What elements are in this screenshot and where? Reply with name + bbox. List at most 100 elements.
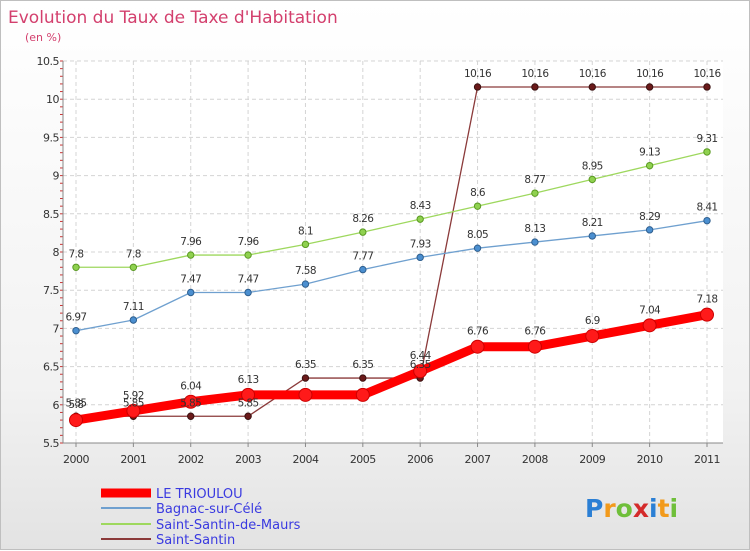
data-label-saint-santin-de-maurs: 7.8 (69, 248, 84, 260)
x-tick-label: 2007 (465, 453, 491, 466)
logo-letter: P (585, 494, 603, 523)
data-label-bagnac-sur-c-l-: 7.47 (238, 273, 259, 285)
data-point-bagnac-sur-c-l- (301, 280, 310, 288)
y-tick-label: 5.5 (43, 437, 59, 450)
data-point-saint-santin-de-maurs (359, 228, 367, 236)
data-point-saint-santin-de-maurs (72, 263, 80, 271)
data-point-saint-santin-de-maurs (588, 175, 596, 184)
data-point-bagnac-sur-c-l- (129, 316, 138, 324)
data-point-saint-santin-de-maurs (129, 263, 138, 271)
data-point-saint-santin-de-maurs (645, 161, 654, 170)
x-tick-label: 2010 (637, 453, 663, 466)
data-label-saint-santin: 5.85 (123, 397, 144, 409)
logo-letter: r (603, 494, 616, 523)
data-label-bagnac-sur-c-l-: 8.13 (524, 223, 545, 235)
data-label-saint-santin: 5.85 (238, 397, 259, 409)
data-point-bagnac-sur-c-l- (359, 265, 367, 274)
y-tick-label: 6 (53, 399, 60, 412)
series-line-saint-santin (76, 86, 707, 417)
data-point-saint-santin-de-maurs (473, 202, 482, 210)
legend: LE TRIOULOUBagnac-sur-CéléSaint-Santin-d… (101, 487, 301, 548)
x-tick-label: 2001 (120, 453, 146, 466)
legend-label-le-trioulou: LE TRIOULOU (156, 487, 243, 502)
data-label-bagnac-sur-c-l-: 7.47 (180, 273, 201, 285)
data-point-saint-santin (244, 412, 252, 420)
chart-title: Evolution du Taux de Taxe d'Habitation (8, 8, 338, 28)
series-line-bagnac-sur-c-l- (75, 220, 708, 332)
data-point-saint-santin (588, 83, 596, 91)
y-tick-label: 10.5 (37, 55, 60, 68)
data-label-saint-santin: 5.85 (66, 397, 87, 409)
data-point-saint-santin (301, 374, 310, 382)
data-label-bagnac-sur-c-l-: 7.93 (410, 238, 431, 250)
data-label-saint-santin: 10.16 (464, 68, 492, 80)
series (69, 83, 714, 428)
data-label-saint-santin: 10.16 (579, 68, 607, 80)
data-point-saint-santin-de-maurs (531, 189, 539, 197)
x-tick-label: 2000 (63, 453, 89, 466)
data-label-saint-santin-de-maurs: 8.77 (524, 174, 545, 186)
data-label-le-trioulou: 6.13 (238, 374, 259, 386)
data-label-bagnac-sur-c-l-: 8.05 (467, 229, 488, 241)
data-label-saint-santin: 5.85 (180, 397, 201, 409)
data-point-le-trioulou (642, 318, 657, 333)
x-tick-label: 2006 (407, 453, 433, 466)
data-point-bagnac-sur-c-l- (187, 288, 195, 297)
data-label-saint-santin-de-maurs: 8.1 (298, 225, 313, 237)
data-point-le-trioulou (69, 413, 83, 428)
data-point-saint-santin-de-maurs (703, 148, 711, 156)
data-point-saint-santin-de-maurs (301, 240, 310, 249)
data-label-bagnac-sur-c-l-: 8.41 (697, 202, 718, 214)
y-tick-label: 10 (46, 93, 59, 106)
data-point-saint-santin (645, 83, 654, 91)
data-label-saint-santin-de-maurs: 7.8 (126, 248, 141, 260)
data-label-saint-santin-de-maurs: 8.95 (582, 160, 603, 172)
y-tick-label: 7.5 (43, 284, 59, 297)
data-label-le-trioulou: 7.18 (697, 294, 718, 306)
logo-letter: t (658, 494, 670, 523)
data-label-saint-santin-de-maurs: 8.26 (352, 213, 374, 225)
y-tick-label: 8.5 (43, 208, 59, 221)
data-label-saint-santin-de-maurs: 9.13 (639, 147, 660, 159)
x-tick-label: 2002 (178, 453, 204, 466)
data-label-bagnac-sur-c-l-: 6.97 (66, 312, 87, 324)
data-point-le-trioulou (355, 387, 370, 402)
data-point-le-trioulou (585, 329, 600, 344)
data-point-bagnac-sur-c-l- (531, 238, 539, 246)
data-label-bagnac-sur-c-l-: 8.21 (582, 217, 603, 229)
data-point-saint-santin-de-maurs (416, 215, 424, 223)
y-tick-label: 9.5 (43, 131, 59, 144)
data-label-le-trioulou: 6.04 (180, 381, 202, 393)
data-point-saint-santin (473, 83, 482, 91)
data-point-bagnac-sur-c-l- (416, 253, 424, 262)
data-point-le-trioulou (126, 403, 141, 418)
series-line-le-trioulou (75, 310, 708, 425)
data-point-bagnac-sur-c-l- (645, 226, 654, 234)
data-label-saint-santin-de-maurs: 8.43 (410, 200, 431, 212)
data-label-le-trioulou: 6.9 (585, 315, 600, 327)
data-label-bagnac-sur-c-l-: 7.58 (295, 265, 316, 277)
data-label-saint-santin-de-maurs: 7.96 (238, 236, 260, 248)
data-label-saint-santin-de-maurs: 7.96 (180, 236, 202, 248)
data-label-le-trioulou: 6.44 (410, 350, 432, 362)
data-label-bagnac-sur-c-l-: 7.77 (352, 251, 373, 263)
data-labels: 5.8 5.92 6.04 6.13 6.44 6.76 6.76 6.9 7.04 7.18 6.… (66, 68, 723, 411)
data-point-saint-santin (359, 374, 367, 382)
data-label-saint-santin-de-maurs: 9.31 (697, 133, 718, 145)
data-label-bagnac-sur-c-l-: 8.29 (639, 211, 660, 223)
legend-label-saint-santin-de-maurs: Saint-Santin-de-Maurs (156, 518, 301, 533)
y-tick-label: 6.5 (43, 361, 59, 374)
data-label-saint-santin: 6.35 (410, 359, 431, 371)
data-point-le-trioulou (241, 387, 256, 402)
data-point-saint-santin-de-maurs (187, 251, 195, 259)
series-line-saint-santin-de-maurs (76, 151, 708, 268)
data-point-le-trioulou (413, 364, 428, 379)
data-label-le-trioulou: 6.76 (524, 326, 546, 338)
data-point-le-trioulou (470, 339, 485, 354)
data-label-saint-santin: 10.16 (636, 68, 664, 80)
data-point-bagnac-sur-c-l- (703, 216, 711, 225)
x-tick-label: 2003 (235, 453, 261, 466)
legend-label-saint-santin: Saint-Santin (156, 533, 235, 548)
